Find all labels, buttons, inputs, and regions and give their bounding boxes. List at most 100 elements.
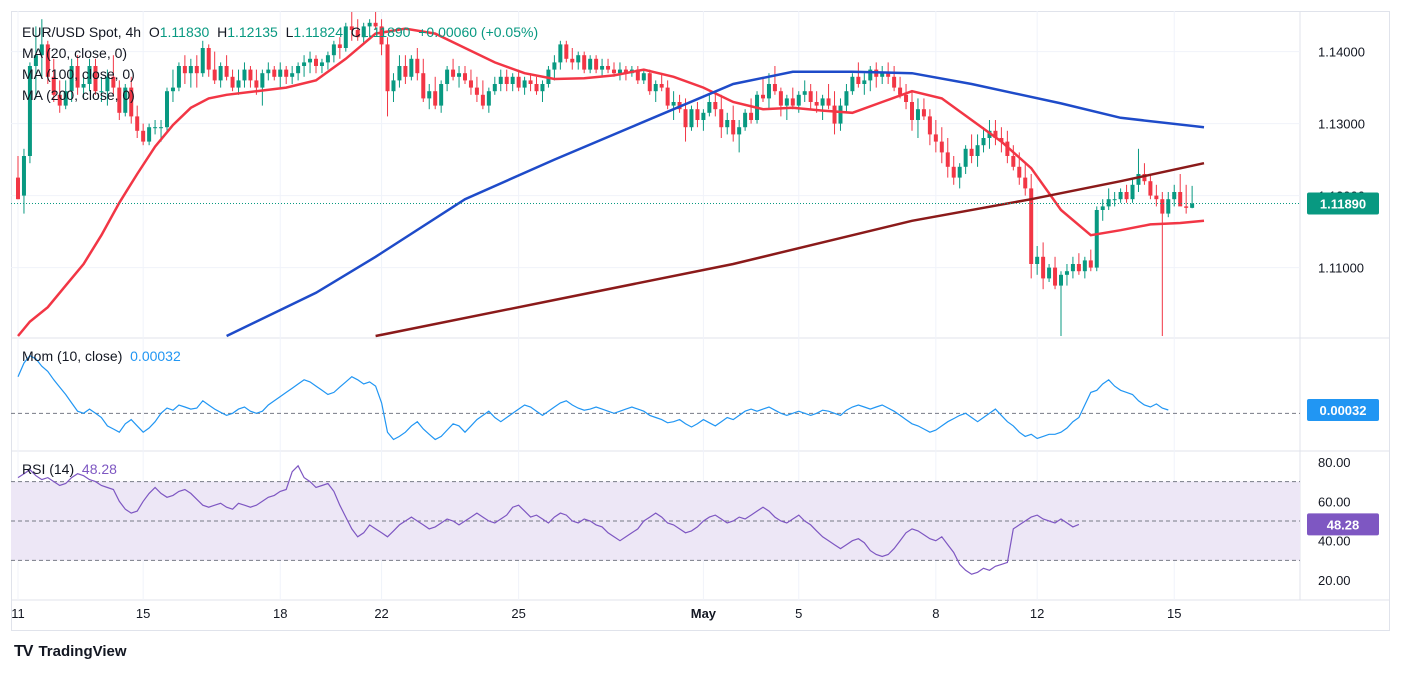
candle-body: [75, 66, 80, 88]
candle-body: [933, 134, 938, 142]
rsi-line: [17, 464, 1080, 575]
candle-body: [200, 48, 205, 74]
candle-body: [761, 94, 765, 99]
brand-name: TradingView: [38, 643, 127, 660]
candle-body: [1082, 260, 1087, 272]
candle-body: [582, 55, 587, 70]
candle-body: [296, 66, 301, 74]
ma100-legend[interactable]: MA (100, close, 0): [22, 66, 135, 82]
ma200-line: [375, 161, 1205, 338]
candle-body: [468, 80, 473, 88]
price-badge-text: 1.11890: [1320, 197, 1366, 212]
rsi-pane[interactable]: [11, 464, 1300, 575]
candle-body: [248, 69, 253, 81]
candle-body: [212, 69, 217, 81]
candle-body: [1136, 174, 1141, 185]
candle-body: [194, 66, 199, 74]
ohlc-high: 1.12135: [227, 24, 278, 40]
candle-body: [612, 69, 616, 74]
candle-body: [504, 76, 509, 84]
ohlc-open: 1.11830: [159, 24, 210, 40]
candle-body: [1088, 260, 1093, 268]
candle-body: [719, 109, 724, 128]
candle-body: [284, 69, 289, 77]
mom-legend[interactable]: Mom (10, close) 0.00032: [22, 346, 181, 367]
candle-body: [880, 73, 885, 77]
candle-body: [433, 91, 438, 106]
candle-body: [421, 73, 426, 99]
candle-body: [743, 112, 748, 128]
rsi-badge: [1307, 513, 1379, 536]
candle-body: [665, 87, 670, 106]
momentum-pane[interactable]: [11, 354, 1300, 441]
candle-body: [856, 76, 861, 84]
ma20-line: [17, 27, 1205, 337]
candle-body: [850, 76, 855, 92]
mom-badge: [1307, 398, 1379, 421]
candle-body: [671, 102, 676, 106]
candle-body: [337, 44, 342, 48]
candle-body: [910, 102, 914, 120]
tradingview-brand[interactable]: TV TradingView: [14, 643, 127, 661]
price-pane[interactable]: [11, 12, 1300, 338]
candle-body: [898, 87, 903, 95]
candle-body: [1154, 195, 1159, 200]
candle-body: [963, 148, 968, 167]
chart-frame: [11, 11, 1390, 631]
candle-body: [51, 76, 56, 95]
rsi-legend-value: 48.28: [81, 461, 117, 477]
candle-body: [981, 138, 986, 146]
candle-body: [403, 66, 408, 77]
candle-body: [635, 69, 640, 81]
candle-body: [516, 76, 521, 88]
ma200-legend[interactable]: MA (200, close, 0): [22, 87, 135, 103]
candle-body: [921, 109, 926, 117]
candle-body: [528, 80, 533, 84]
ma20-legend[interactable]: MA (20, close, 0): [22, 45, 128, 61]
candle-body: [731, 120, 736, 135]
candle-body: [1166, 199, 1171, 214]
candle-body: [1172, 192, 1177, 200]
rsi-badge-text: 48.28: [1327, 517, 1360, 532]
candle-body: [653, 84, 658, 92]
candle-body: [361, 26, 366, 38]
rsi-legend[interactable]: RSI (14) 48.28: [22, 459, 117, 480]
time-tick-label: 8: [932, 606, 939, 621]
candle-body: [16, 177, 20, 200]
candle-body: [904, 94, 909, 102]
candle-body: [606, 66, 611, 70]
ohlc-change: +0.00060 (+0.05%): [418, 24, 539, 40]
candle-body: [659, 84, 664, 88]
candle-body: [1035, 256, 1040, 264]
rsi-tick-label: 20.00: [1318, 573, 1351, 588]
candle-body: [1094, 210, 1099, 268]
candle-body: [182, 66, 187, 74]
mom-line: [17, 354, 1169, 441]
ohlc-close-label: C: [350, 24, 361, 40]
candle-body: [439, 84, 444, 106]
candle-body: [1106, 199, 1111, 207]
candle-body: [915, 109, 920, 120]
candle-body: [367, 22, 372, 27]
candle-body: [1112, 199, 1117, 201]
candle-body: [695, 109, 700, 120]
candle-body: [141, 130, 146, 142]
candle-body: [951, 166, 956, 178]
candle-body: [999, 138, 1004, 142]
rsi-legend-label: RSI (14): [22, 461, 75, 477]
rsi-tick-label: 60.00: [1318, 494, 1351, 509]
candle-body: [1160, 199, 1165, 214]
candle-body: [343, 26, 348, 48]
candle-body: [641, 73, 646, 81]
candle-body: [349, 26, 354, 30]
axis-layer: 1.140001.130001.120001.110001115182225Ma…: [11, 45, 1379, 621]
candle-body: [272, 69, 277, 77]
price-legend: EUR/USD Spot, 4h O1.11830 H1.12135 L1.11…: [22, 22, 538, 106]
symbol-label: EUR/USD Spot, 4h: [22, 24, 142, 40]
candle-body: [111, 76, 116, 88]
candle-body: [1118, 192, 1123, 200]
time-tick-label: 18: [273, 606, 287, 621]
candle-body: [701, 112, 706, 120]
candle-body: [188, 66, 193, 74]
candle-body: [588, 58, 593, 70]
